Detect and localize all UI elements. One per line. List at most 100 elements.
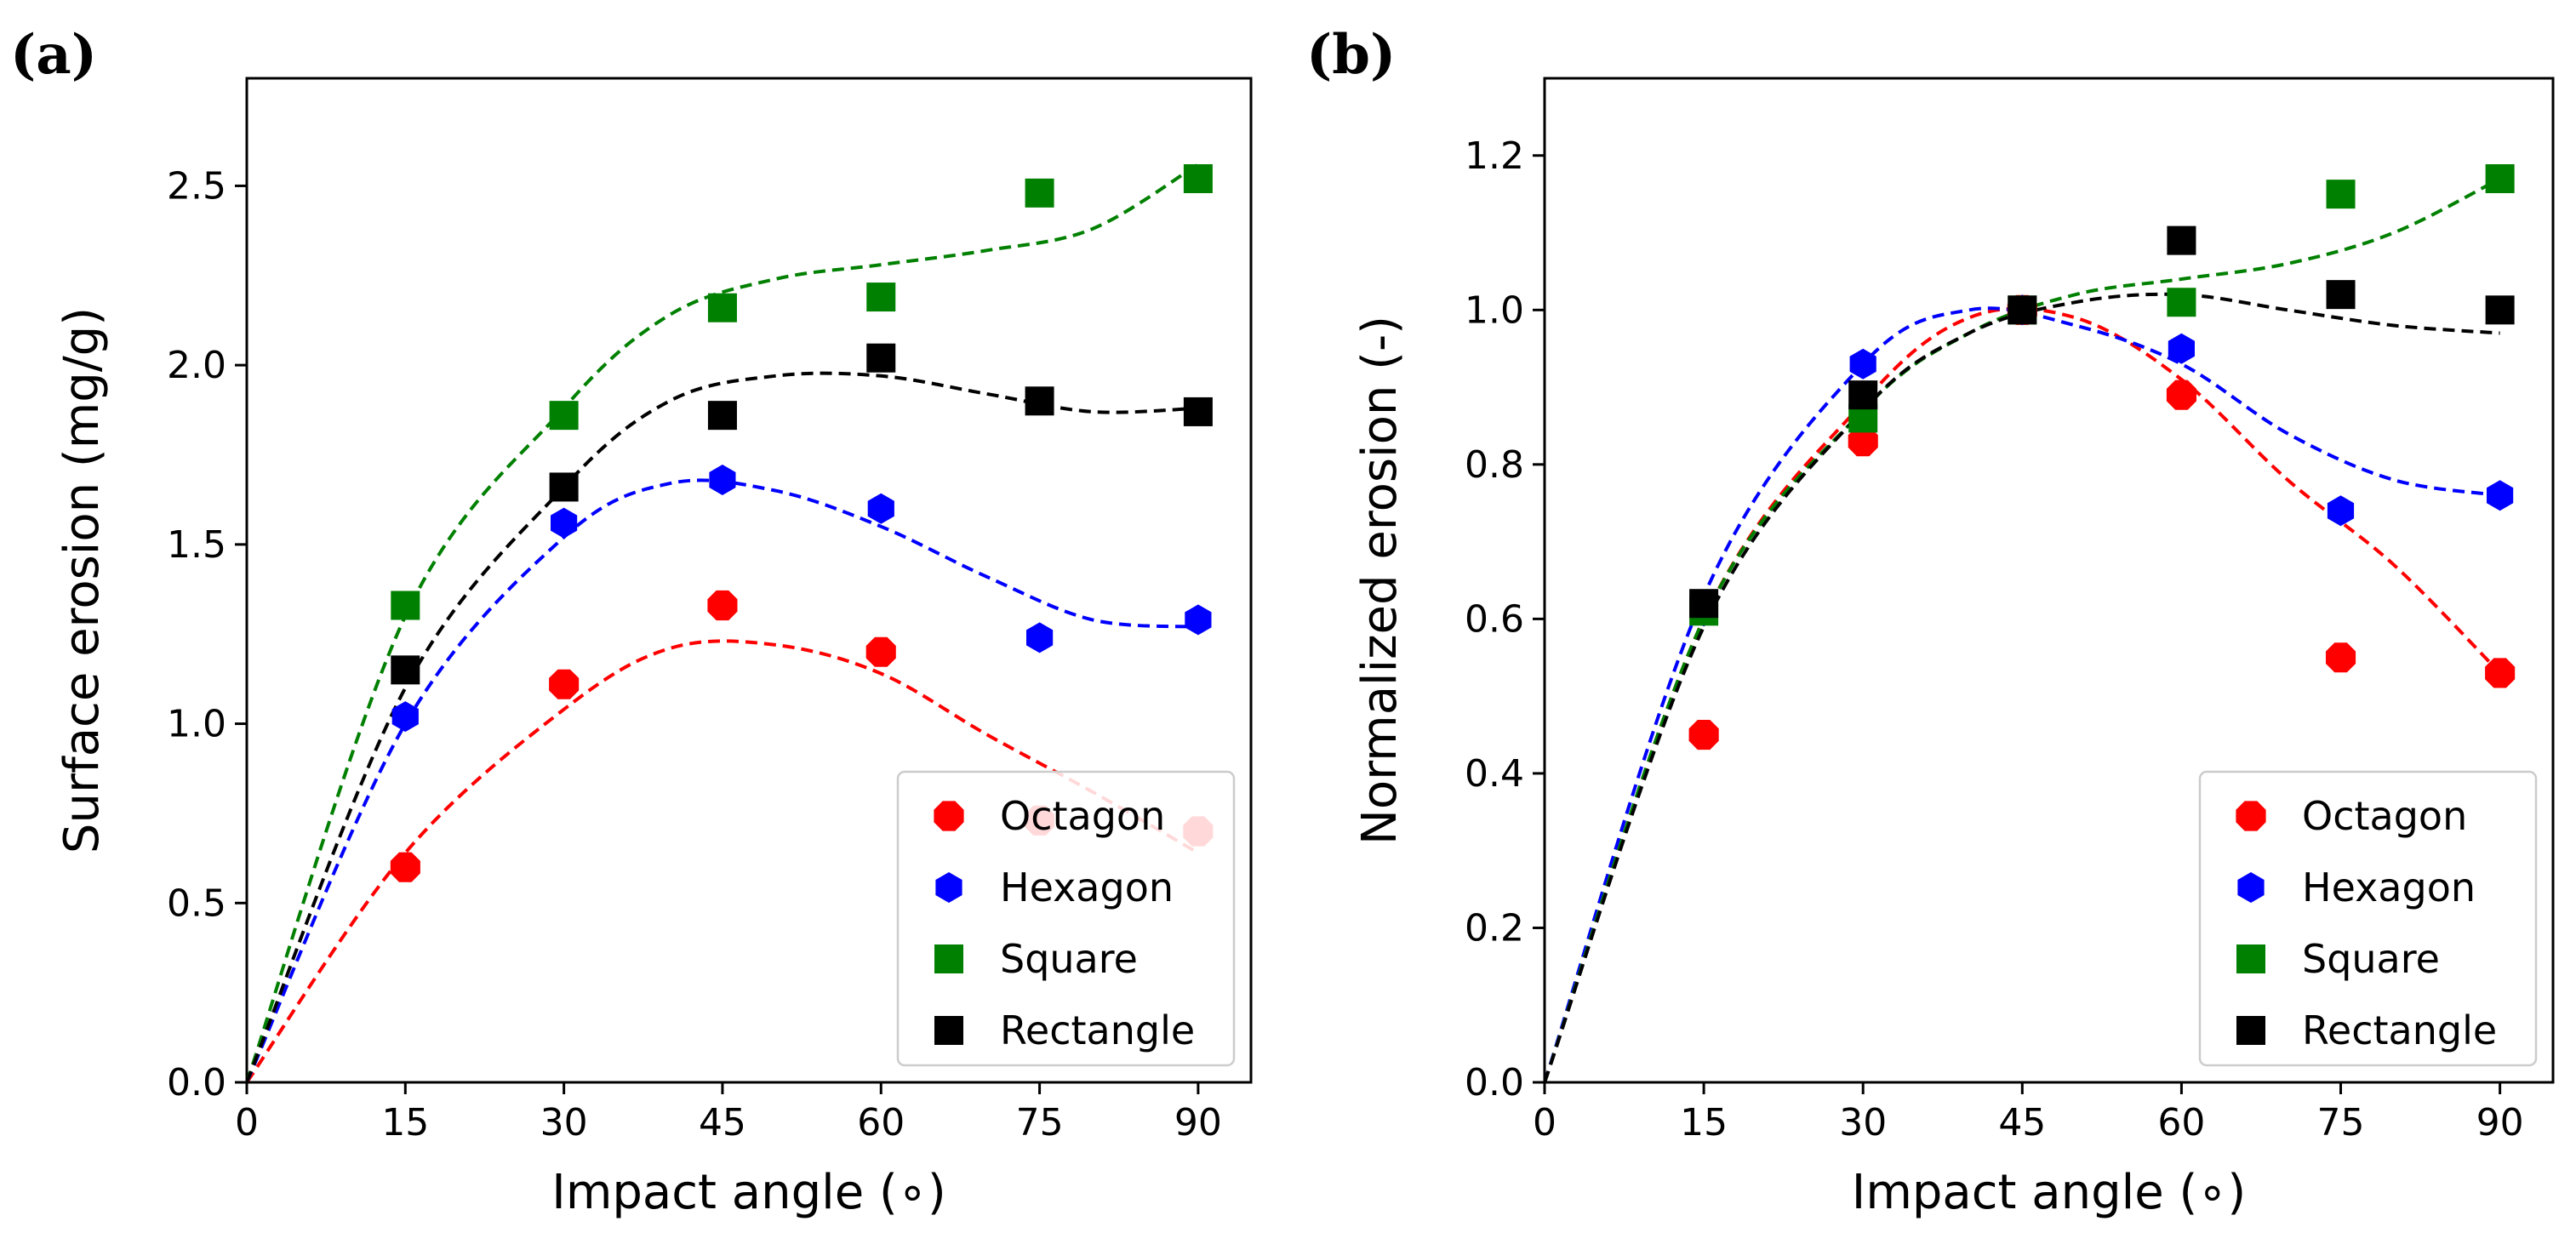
panel-b-axes-frame (1543, 77, 2555, 1084)
panel-a-point-hexagon (1026, 622, 1054, 653)
panel-a-point-hexagon (1185, 604, 1212, 636)
panel-a-point-square (866, 282, 896, 312)
panel-b-legend-label-square: Square (2302, 936, 2440, 982)
panel-a-y-tick-label: 2.0 (167, 344, 226, 387)
panel-b-fit-curve-hexagon (1545, 306, 2500, 1082)
panel-b-x-tick-label: 90 (2476, 1101, 2524, 1144)
panel-a-point-hexagon (709, 465, 736, 495)
panel-b-legend-label-rectangle: Rectangle (2302, 1007, 2497, 1053)
panel-b-y-tick-label: 0.0 (1465, 1061, 1524, 1104)
panel-b-point-square (2326, 180, 2356, 209)
panel-a-point-square (1183, 164, 1213, 193)
panel-b-y-tick-label: 1.2 (1465, 134, 1524, 178)
panel-a-x-tick-label: 0 (235, 1101, 259, 1144)
panel-b-y-axis-label: Normalized erosion (-) (1352, 316, 1408, 845)
panel-a-axes-frame (245, 77, 1253, 1084)
panel-b-label: (b) (1306, 23, 1396, 87)
panel-a-x-tick-label: 75 (1016, 1101, 1064, 1144)
panel-a-legend-box (896, 770, 1236, 1067)
panel-b-x-tick-label: 30 (1839, 1101, 1887, 1144)
panel-a-point-octagon (707, 590, 738, 621)
panel-a-x-tick-label: 15 (381, 1101, 429, 1144)
panel-b-point-octagon (1848, 426, 1878, 457)
panel-a-point-octagon (390, 852, 420, 882)
panel-b-legend-marker-octagon (2236, 801, 2266, 831)
panel-b-y-tick-label: 0.8 (1465, 443, 1524, 487)
panel-a-x-tick-label: 30 (540, 1101, 588, 1144)
panel-a-legend-marker-rectangle (934, 1016, 963, 1045)
panel-b-point-square (2167, 288, 2196, 317)
panel-b-x-axis-label: Impact angle (∘) (1852, 1165, 2246, 1220)
panel-a-y-tick-label: 2.5 (167, 164, 226, 208)
panel-b-point-octagon (2166, 379, 2196, 410)
panel-a-point-hexagon (867, 493, 894, 524)
panel-b-x-tick-label: 15 (1680, 1101, 1728, 1144)
panel-a-legend-label-rectangle: Rectangle (1000, 1007, 1195, 1053)
panel-a-point-rectangle (391, 655, 420, 685)
panel-b-point-hexagon (2487, 480, 2514, 511)
panel-b-legend-marker-rectangle (2236, 1016, 2265, 1045)
panel-b-y-tick-label: 1.0 (1465, 288, 1524, 332)
panel-b-fit-curve-square (1545, 177, 2501, 1082)
panel-a-point-rectangle (1025, 386, 1054, 416)
panel-a-x-tick-label: 90 (1174, 1101, 1222, 1144)
panel-a-point-square (391, 591, 420, 620)
panel-a-point-rectangle (1183, 397, 1213, 426)
panel-b-plot-area (1545, 164, 2516, 1082)
panel-a-y-tick-label: 0.0 (167, 1061, 226, 1104)
panel-b-legend: Octagon Hexagon Square Rectangle (2198, 770, 2538, 1067)
panel-b-point-hexagon (2327, 495, 2355, 527)
panel-b-point-rectangle (2008, 295, 2037, 325)
panel-a-y-tick-label: 1.5 (167, 523, 226, 567)
panel-a-y-tick-label: 0.5 (167, 882, 226, 925)
panel-b-y-tick-label: 0.2 (1465, 906, 1524, 950)
panel-a-label: (a) (10, 23, 97, 87)
panel-a-fit-curve-hexagon (247, 478, 1199, 1082)
panel-b-x-tick-label: 0 (1533, 1101, 1556, 1144)
panel-a: (a) 0 15 30 45 60 75 90 0.0 0.5 1.0 1.5 2.0 2.5 Impact… (10, 23, 1253, 1220)
panel-a-point-hexagon (551, 507, 578, 539)
panel-b-point-hexagon (1849, 348, 1876, 379)
panel-a-point-square (1025, 178, 1054, 208)
panel-b-y-tick-label: 0.4 (1465, 752, 1524, 796)
panel-a-legend-marker-square (934, 944, 963, 973)
panel-b-legend-label-hexagon: Hexagon (2302, 865, 2476, 910)
panel-b-legend-box (2198, 770, 2538, 1067)
panel-b-point-octagon (2485, 658, 2516, 688)
panel-a-legend-marker-octagon (934, 801, 964, 831)
panel-b-point-hexagon (2168, 333, 2195, 364)
panel-a-fit-curve-square (247, 163, 1199, 1082)
panel-b-point-square (2485, 164, 2515, 193)
panel-b-y-tick-label: 0.6 (1465, 597, 1524, 641)
panel-a-point-rectangle (707, 401, 737, 431)
panel-a-point-hexagon (391, 701, 419, 733)
panel-a-x-axis-label: Impact angle (∘) (551, 1165, 945, 1220)
panel-a-y-axis-label: Surface erosion (mg/g) (54, 307, 110, 853)
panel-a-x-tick-label: 60 (857, 1101, 905, 1144)
panel-b-point-octagon (1688, 720, 1719, 750)
panel-b-point-rectangle (2485, 295, 2515, 325)
panel-a-fit-curve-octagon (247, 639, 1199, 1082)
panel-a-legend-label-hexagon: Hexagon (1000, 865, 1174, 910)
panel-a-point-rectangle (866, 343, 896, 373)
panel-a-point-octagon (549, 669, 580, 699)
panel-b-point-rectangle (2326, 280, 2356, 310)
panel-a-legend-marker-hexagon (935, 872, 962, 903)
panel-a-point-square (549, 401, 579, 431)
panel-b-point-octagon (2326, 642, 2356, 673)
panel-b-x-tick-label: 60 (2157, 1101, 2205, 1144)
panel-b-x-tick-label: 75 (2317, 1101, 2365, 1144)
panel-b-x-tick-label: 45 (1998, 1101, 2046, 1144)
panel-b-point-rectangle (1848, 380, 1878, 410)
panel-b-point-rectangle (1689, 589, 1719, 619)
panel-b-legend-marker-hexagon (2237, 872, 2265, 903)
panel-b-legend-label-octagon: Octagon (2302, 793, 2467, 839)
panel-a-point-rectangle (549, 472, 579, 502)
panel-a-y-tick-label: 1.0 (167, 703, 226, 746)
panel-a-legend-label-square: Square (1000, 936, 1138, 982)
panel-a-point-square (707, 293, 737, 322)
panel-a-legend-label-octagon: Octagon (1000, 793, 1165, 839)
panel-b: (b) 0 15 30 45 60 75 90 0.0 0.2 0.4 0.6 0.8 1.0 1.2 Imp… (1306, 23, 2555, 1220)
panel-a-point-octagon (865, 636, 896, 667)
